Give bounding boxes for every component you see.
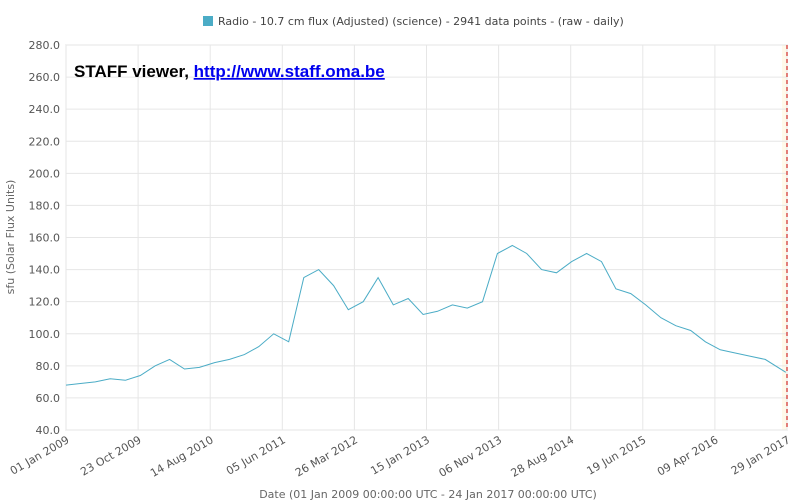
- y-tick-label: 240.0: [29, 103, 61, 116]
- series-line[interactable]: [65, 244, 787, 386]
- y-axis-title: sfu (Solar Flux Units): [4, 180, 17, 295]
- y-tick-label: 260.0: [29, 71, 61, 84]
- grid: [65, 44, 788, 431]
- watermark-link[interactable]: http://www.staff.oma.be: [194, 62, 385, 81]
- watermark-label: STAFF viewer,: [74, 62, 194, 81]
- legend-label: Radio - 10.7 cm flux (Adjusted) (science…: [218, 15, 624, 28]
- watermark: STAFF viewer, http://www.staff.oma.be: [74, 62, 385, 81]
- y-tick-label: 100.0: [29, 328, 61, 341]
- x-tick-label: 23 Oct 2009: [78, 433, 143, 478]
- x-tick-label: 15 Jan 2013: [368, 433, 432, 477]
- watermark-text: STAFF viewer, http://www.staff.oma.be: [74, 62, 385, 81]
- x-tick-label: 29 Jan 2017: [729, 433, 793, 477]
- x-axis: 01 Jan 2009 23 Oct 2009 14 Aug 2010 05 Jun …: [8, 433, 793, 479]
- y-tick-label: 180.0: [29, 199, 61, 212]
- x-tick-label: 05 Jun 2011: [224, 433, 288, 477]
- legend-swatch: [203, 16, 213, 26]
- x-axis-title: Date (01 Jan 2009 00:00:00 UTC - 24 Jan …: [259, 488, 597, 501]
- x-tick-label: 09 Apr 2016: [655, 433, 720, 478]
- y-tick-label: 40.0: [36, 424, 61, 437]
- x-tick-label: 26 Mar 2012: [293, 433, 360, 479]
- y-tick-label: 280.0: [29, 39, 61, 52]
- y-tick-label: 80.0: [36, 360, 61, 373]
- x-tick-label: 28 Aug 2014: [509, 433, 577, 479]
- y-tick-label: 160.0: [29, 232, 61, 245]
- x-tick-label: 06 Nov 2013: [437, 433, 505, 479]
- y-tick-label: 60.0: [36, 392, 61, 405]
- x-tick-label: 19 Jun 2015: [584, 433, 648, 477]
- y-tick-label: 140.0: [29, 264, 61, 277]
- x-tick-label: 14 Aug 2010: [148, 433, 216, 479]
- x-tick-label: 01 Jan 2009: [8, 433, 72, 477]
- legend[interactable]: Radio - 10.7 cm flux (Adjusted) (science…: [203, 15, 624, 28]
- y-tick-label: 220.0: [29, 135, 61, 148]
- y-axis: 40.0 60.0 80.0 100.0 120.0 140.0 160.0 180.0 200…: [29, 39, 61, 437]
- y-tick-label: 120.0: [29, 296, 61, 309]
- y-tick-label: 200.0: [29, 167, 61, 180]
